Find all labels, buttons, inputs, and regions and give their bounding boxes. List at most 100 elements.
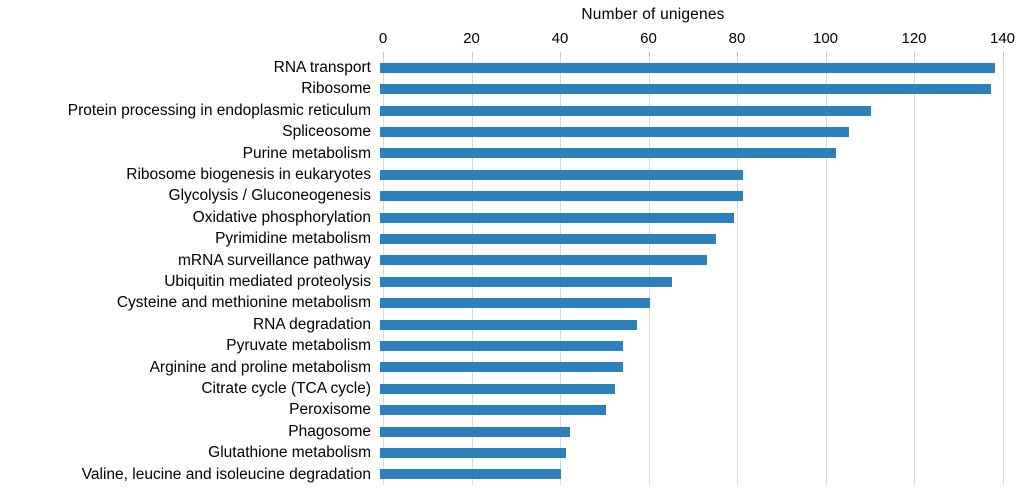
x-tick-mark <box>737 52 738 57</box>
gridline <box>648 57 650 485</box>
category-label: Citrate cycle (TCA cycle) <box>201 380 371 398</box>
category-label: Ribosome <box>301 80 371 98</box>
x-tick-label: 40 <box>551 30 569 47</box>
x-tick-label: 0 <box>378 30 388 47</box>
chart-row: Glycolysis / Gluconeogenesis <box>0 185 1024 206</box>
x-tick-mark <box>1002 52 1004 57</box>
category-label: mRNA surveillance pathway <box>178 251 371 269</box>
chart-row: RNA transport <box>0 57 1024 78</box>
bar <box>380 255 708 266</box>
bar-track <box>380 78 1024 99</box>
chart-row: Purine metabolism <box>0 143 1024 164</box>
bar-track <box>380 164 1024 185</box>
gridline <box>914 57 915 485</box>
bar <box>380 62 996 73</box>
bar-track <box>380 464 1024 485</box>
chart-row: Ribosome <box>0 78 1024 99</box>
bar <box>380 383 615 394</box>
category-label: RNA transport <box>273 58 371 76</box>
category-label: Arginine and proline metabolism <box>149 358 371 376</box>
bar-track <box>380 228 1024 249</box>
bar <box>380 362 624 373</box>
bar <box>380 126 850 137</box>
bar-track <box>380 271 1024 292</box>
chart-row: Valine, leucine and isoleucine degradati… <box>0 464 1024 485</box>
chart-row: Citrate cycle (TCA cycle) <box>0 378 1024 399</box>
gridline <box>560 57 561 485</box>
category-label: Pyrimidine metabolism <box>215 230 371 248</box>
chart-row: Phagosome <box>0 421 1024 442</box>
chart-row: RNA degradation <box>0 314 1024 335</box>
bar-track <box>380 143 1024 164</box>
bar <box>380 448 566 459</box>
bar-track <box>380 250 1024 271</box>
x-tick-label: 120 <box>901 30 927 47</box>
x-tick-mark <box>383 52 384 57</box>
category-label: Ubiquitin mediated proteolysis <box>164 273 371 291</box>
x-tick-mark <box>648 52 650 57</box>
bar-track <box>380 207 1024 228</box>
bar <box>380 469 562 480</box>
chart-row: Pyrimidine metabolism <box>0 228 1024 249</box>
category-label: Glycolysis / Gluconeogenesis <box>168 187 371 205</box>
category-label: Ribosome biogenesis in eukaryotes <box>126 165 371 183</box>
chart-row: Glutathione metabolism <box>0 442 1024 463</box>
x-tick-label: 60 <box>640 30 657 47</box>
category-label: Peroxisome <box>289 401 371 419</box>
bar <box>380 340 624 351</box>
chart-row: Protein processing in endoplasmic reticu… <box>0 100 1024 121</box>
bar <box>380 212 734 223</box>
category-label: Cysteine and methionine metabolism <box>116 294 371 312</box>
gridline <box>471 57 473 485</box>
bar-track <box>380 421 1024 442</box>
chart-row: Peroxisome <box>0 400 1024 421</box>
category-label: RNA degradation <box>252 315 371 333</box>
category-label: Purine metabolism <box>242 144 371 162</box>
category-label: Oxidative phosphorylation <box>192 208 371 226</box>
chart-row: mRNA surveillance pathway <box>0 250 1024 271</box>
chart-row: Ribosome biogenesis in eukaryotes <box>0 164 1024 185</box>
bar-track <box>380 314 1024 335</box>
chart-row: Pyruvate metabolism <box>0 335 1024 356</box>
category-label: Glutathione metabolism <box>208 444 371 462</box>
bar <box>380 84 991 95</box>
chart-row: Oxidative phosphorylation <box>0 207 1024 228</box>
gridline <box>1002 57 1004 485</box>
x-tick-mark <box>825 52 827 57</box>
category-label: Phagosome <box>288 422 371 440</box>
bar-track <box>380 442 1024 463</box>
bar <box>380 319 637 330</box>
x-tick-label: 140 <box>989 30 1016 47</box>
bar-track <box>380 100 1024 121</box>
bar <box>380 191 743 202</box>
category-label: Protein processing in endoplasmic reticu… <box>67 101 371 119</box>
bar <box>380 169 743 180</box>
bar <box>380 405 606 416</box>
chart-row: Spliceosome <box>0 121 1024 142</box>
bar <box>380 233 717 244</box>
bar-track <box>380 378 1024 399</box>
category-label: Spliceosome <box>282 123 371 141</box>
bar-track <box>380 57 1024 78</box>
gridline <box>737 57 738 485</box>
gridline <box>825 57 827 485</box>
bar <box>380 105 872 116</box>
bar <box>380 298 650 309</box>
x-tick-mark <box>914 52 915 57</box>
bar <box>380 148 836 159</box>
bar-rows: RNA transport Ribosome Protein processing … <box>0 57 1024 485</box>
x-tick-label: 80 <box>728 30 746 47</box>
bar <box>380 276 673 287</box>
x-tick-label: 20 <box>463 30 480 47</box>
bar-track <box>380 335 1024 356</box>
chart-title: Number of unigenes <box>581 6 725 23</box>
x-tick-label: 100 <box>812 30 839 47</box>
bar-track <box>380 400 1024 421</box>
x-tick-mark <box>560 52 561 57</box>
chart-row: Ubiquitin mediated proteolysis <box>0 271 1024 292</box>
bar-track <box>380 121 1024 142</box>
category-label: Pyruvate metabolism <box>226 337 371 355</box>
gridline <box>383 57 384 485</box>
bar <box>380 426 571 437</box>
